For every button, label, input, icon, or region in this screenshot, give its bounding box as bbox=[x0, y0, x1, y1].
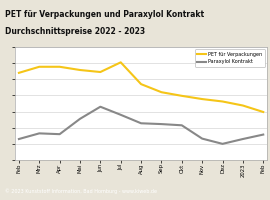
Text: © 2023 Kunststoff Information, Bad Homburg - www.kiweb.de: © 2023 Kunststoff Information, Bad Hombu… bbox=[5, 189, 157, 194]
Text: PET für Verpackungen und Paraxylol Kontrakt: PET für Verpackungen und Paraxylol Kontr… bbox=[5, 10, 205, 19]
Text: Durchschnittspreise 2022 - 2023: Durchschnittspreise 2022 - 2023 bbox=[5, 27, 146, 36]
Legend: PET für Verpackungen, Paraxylol Kontrakt: PET für Verpackungen, Paraxylol Kontrakt bbox=[195, 49, 265, 67]
